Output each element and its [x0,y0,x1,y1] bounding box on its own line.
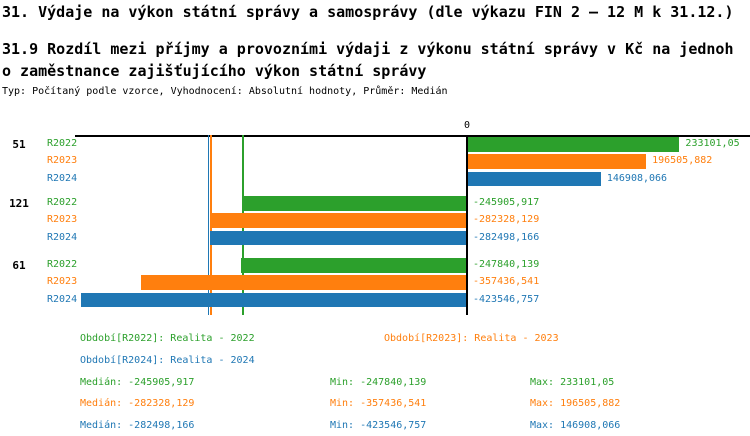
series-row-label-r2022: R2022 [47,259,78,270]
category-label-61: 61 [12,258,26,272]
stat-max-r2023: Max: 196505,882 [530,398,621,409]
page-title: 31. Výdaje na výkon státní správy a samo… [2,3,734,21]
bar-value-label: -423546,757 [473,293,540,305]
legend-period-r2023: Období[R2023]: Realita - 2023 [384,333,559,344]
legend-period-r2024: Období[R2024]: Realita - 2024 [80,355,255,366]
series-row-label-r2024: R2024 [47,231,78,243]
stat-median-r2022: Medián: -245905,917 [80,376,195,388]
bar-51-r2022 [468,137,680,152]
category-label-121: 121 [9,196,29,210]
series-row-label-r2022: R2022 [47,197,78,208]
bar-value-label: -357436,541 [473,276,540,288]
bar-121-r2023 [209,213,466,228]
x-axis-line [75,135,750,137]
bar-value-label: -245905,917 [473,197,540,208]
stat-median-r2024: Medián: -282498,166 [80,419,195,431]
zero-axis-line [465,135,468,315]
bar-value-label: -282328,129 [473,214,540,226]
series-row-label-r2023: R2023 [47,214,78,226]
stat-min-r2024: Min: -423546,757 [330,419,427,431]
chart-meta: Typ: Počítaný podle vzorce, Vyhodnocení:… [2,86,448,97]
legend-period-r2022: Období[R2022]: Realita - 2022 [80,333,255,344]
bar-value-label: 233101,05 [685,138,740,149]
bar-value-label: 146908,066 [606,172,668,184]
bar-value-label: -247840,139 [473,259,540,270]
bar-61-r2023 [141,275,466,290]
indicator-title: 31.9 Rozdíl mezi příjmy a provozními výd… [2,40,734,80]
median-line-r2024 [207,135,210,315]
series-row-label-r2022: R2022 [47,138,78,149]
category-label-51: 51 [12,137,26,151]
stat-max-r2022: Max: 233101,05 [530,376,615,388]
series-row-label-r2024: R2024 [47,172,78,184]
stat-min-r2023: Min: -357436,541 [330,398,427,409]
bar-51-r2024 [468,171,601,187]
bar-value-label: 196505,882 [652,155,713,167]
stat-median-r2023: Medián: -282328,129 [80,398,195,409]
bar-121-r2024 [209,230,466,246]
stat-min-r2022: Min: -247840,139 [330,376,427,388]
series-row-label-r2023: R2023 [47,276,78,288]
stat-max-r2024: Max: 146908,066 [530,419,621,431]
series-row-label-r2024: R2024 [47,293,78,305]
bar-121-r2022 [242,196,466,211]
bar-61-r2022 [241,258,466,273]
bar-value-label: -282498,166 [473,231,540,243]
bar-61-r2024 [81,292,466,308]
zero-tick-label: 0 [463,120,471,131]
bar-51-r2023 [468,154,647,169]
series-row-label-r2023: R2023 [47,155,78,167]
